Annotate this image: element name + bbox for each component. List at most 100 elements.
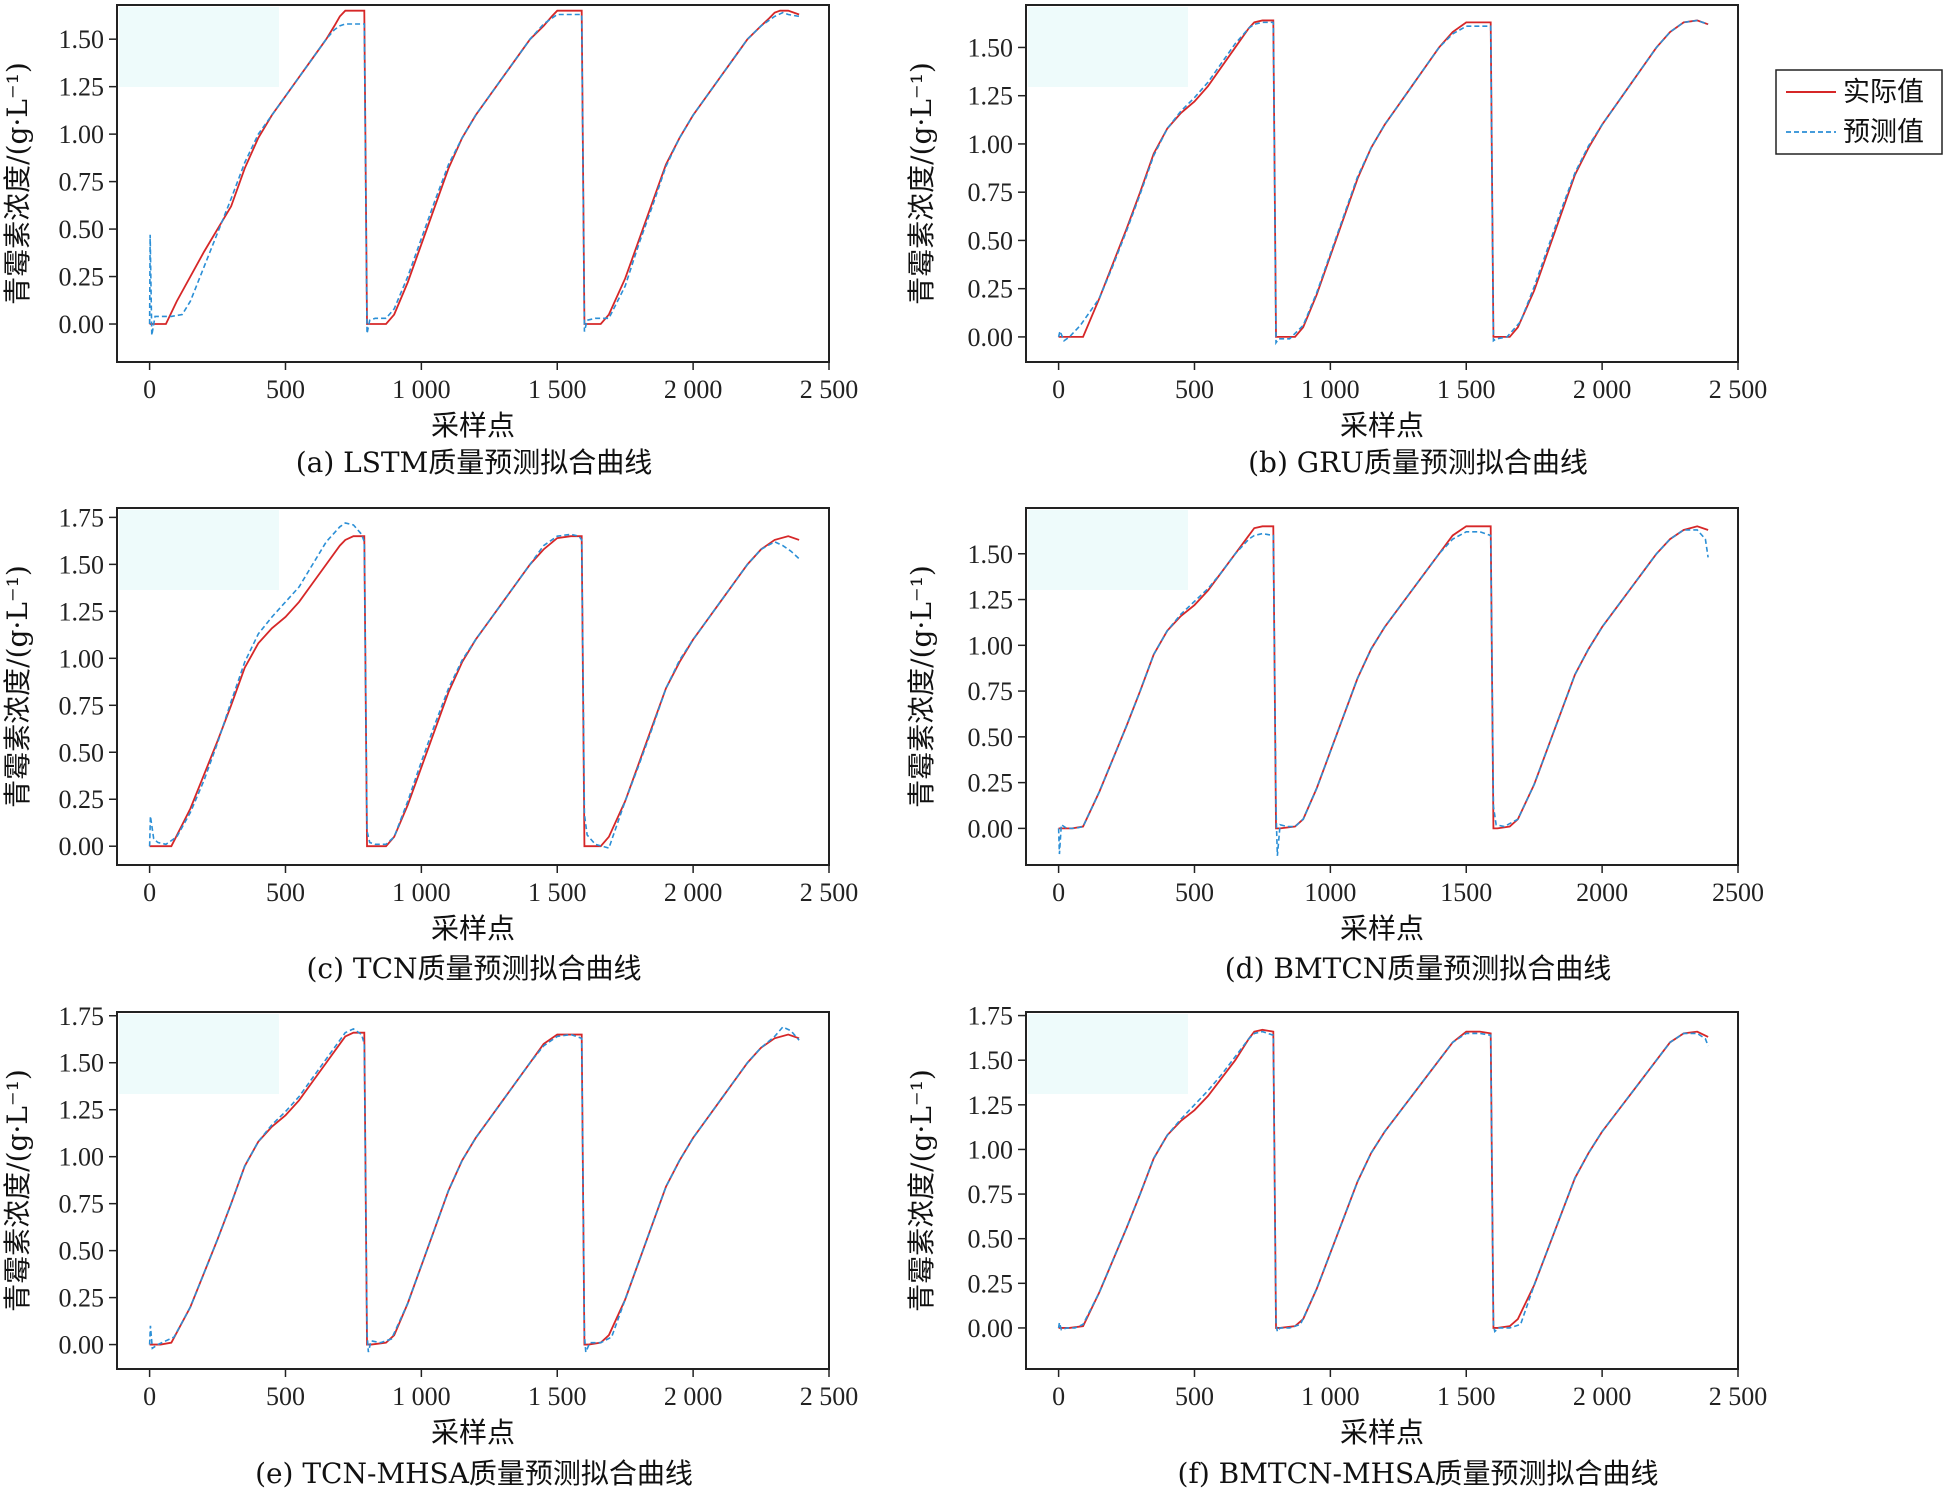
legend-ghost-patch — [1028, 7, 1188, 87]
legend-ghost-patch — [1028, 1014, 1188, 1094]
x-tick-label: 1 000 — [392, 375, 451, 404]
panel-a: 0 500 1 000 1 500 2 000 2 500 0.00 0.25 0.50 0.75… — [1, 4, 859, 479]
y-tick-label: 0.50 — [59, 215, 105, 244]
panel-f: 0 500 1 000 1 500 2 000 2 500 0.00 0.25 0.50 0.75… — [905, 1002, 1767, 1490]
y-tick-label: 1.00 — [968, 1135, 1014, 1164]
y-tick-label: 0.50 — [59, 1237, 105, 1266]
y-tick-label: 0.25 — [968, 1269, 1014, 1298]
x-tick-label: 1500 — [1440, 878, 1492, 907]
y-tick-label: 0.00 — [59, 832, 105, 861]
y-tick-label: 1.50 — [59, 1049, 105, 1078]
x-tick-label: 2 500 — [800, 878, 859, 907]
x-tick-label: 1 000 — [1301, 1382, 1360, 1411]
y-tick-label: 0.00 — [59, 310, 105, 339]
y-tick-label: 0.00 — [968, 814, 1014, 843]
x-axis-label: 采样点 — [431, 912, 515, 945]
predicted-series-line — [1057, 1030, 1709, 1334]
plot-frame — [116, 507, 830, 866]
x-tick-label: 2 500 — [1709, 375, 1768, 404]
y-axis-label: 青霉素浓度/(g·L⁻¹) — [905, 1069, 938, 1312]
predicted-series-line — [148, 1026, 800, 1353]
legend-actual-label: 实际值 — [1843, 77, 1924, 108]
y-tick-label: 0.25 — [59, 785, 105, 814]
x-tick-label: 1 500 — [528, 375, 587, 404]
panel-caption: (c) TCN质量预测拟合曲线 — [306, 952, 641, 985]
x-tick-label: 500 — [266, 878, 305, 907]
panel-caption: (d) BMTCN质量预测拟合曲线 — [1225, 952, 1612, 985]
y-tick-label: 1.75 — [59, 503, 105, 532]
y-tick-label: 1.50 — [59, 550, 105, 579]
y-tick-label: 0.75 — [968, 677, 1014, 706]
x-tick-label: 2 500 — [1709, 1382, 1768, 1411]
y-tick-label: 0.25 — [59, 263, 105, 292]
x-tick-label: 2500 — [1712, 878, 1764, 907]
plot-frame — [1025, 507, 1739, 866]
x-axis-label: 采样点 — [431, 1416, 515, 1449]
legend-ghost-patch — [1028, 510, 1188, 590]
panel-e: 0 500 1 000 1 500 2 000 2 500 0.00 0.25 0.50 0.75… — [1, 1002, 858, 1490]
x-axis-label: 采样点 — [1340, 912, 1424, 945]
y-tick-label: 1.00 — [968, 130, 1014, 159]
y-tick-label: 1.25 — [968, 586, 1014, 615]
y-axis-label: 青霉素浓度/(g·L⁻¹) — [905, 565, 938, 808]
y-axis-label: 青霉素浓度/(g·L⁻¹) — [1, 62, 34, 305]
legend-ghost-patch — [119, 1014, 279, 1094]
y-tick-label: 0.00 — [968, 1314, 1014, 1343]
x-tick-label: 2 000 — [1573, 1382, 1632, 1411]
y-tick-label: 1.25 — [59, 1096, 105, 1125]
y-tick-label: 1.50 — [968, 1046, 1014, 1075]
x-tick-label: 2 000 — [664, 1382, 723, 1411]
legend-box — [1775, 69, 1943, 155]
x-tick-label: 500 — [1175, 878, 1214, 907]
legend-ghost-patch — [119, 510, 279, 590]
y-tick-label: 1.75 — [968, 1002, 1014, 1031]
x-tick-label: 0 — [1052, 1382, 1065, 1411]
predicted-series-line — [1057, 529, 1709, 856]
y-tick-label: 0.50 — [59, 738, 105, 767]
panel-caption: (f) BMTCN-MHSA质量预测拟合曲线 — [1178, 1457, 1659, 1490]
x-tick-label: 2 000 — [1573, 375, 1632, 404]
predicted-series-line — [148, 11, 800, 336]
y-tick-label: 0.75 — [968, 1180, 1014, 1209]
plot-frame — [116, 1011, 830, 1370]
x-tick-label: 1 500 — [528, 878, 587, 907]
y-tick-label: 1.25 — [59, 597, 105, 626]
panel-c: 0 500 1 000 1 500 2 000 2 500 0.00 0.25 0.50 0.75… — [1, 503, 858, 985]
y-tick-label: 1.50 — [968, 33, 1014, 62]
y-axis-label: 青霉素浓度/(g·L⁻¹) — [905, 62, 938, 305]
x-tick-label: 1 000 — [1301, 375, 1360, 404]
y-tick-label: 1.50 — [968, 540, 1014, 569]
x-tick-label: 1 000 — [392, 878, 451, 907]
x-axis-label: 采样点 — [1340, 1416, 1424, 1449]
panel-d: 0 500 1000 1500 2000 2500 0.00 0.25 0.50 0.75 1.00… — [905, 507, 1764, 985]
x-tick-label: 1 500 — [1437, 375, 1496, 404]
y-tick-label: 0.25 — [968, 769, 1014, 798]
y-tick-label: 0.50 — [968, 1225, 1014, 1254]
y-tick-label: 1.00 — [59, 120, 105, 149]
y-tick-label: 0.75 — [59, 691, 105, 720]
x-tick-label: 0 — [143, 878, 156, 907]
x-tick-label: 500 — [266, 1382, 305, 1411]
x-tick-label: 0 — [1052, 878, 1065, 907]
plot-frame — [1025, 1011, 1739, 1370]
x-tick-label: 1 500 — [1437, 1382, 1496, 1411]
y-tick-label: 0.75 — [59, 1190, 105, 1219]
x-tick-label: 500 — [1175, 1382, 1214, 1411]
plot-frame — [1025, 4, 1739, 363]
y-tick-label: 1.25 — [968, 82, 1014, 111]
y-tick-label: 1.00 — [59, 644, 105, 673]
x-axis-label: 采样点 — [1340, 409, 1424, 442]
legend-predicted-label: 预测值 — [1843, 117, 1924, 148]
y-tick-label: 0.50 — [968, 226, 1014, 255]
panel-caption: (a) LSTM质量预测拟合曲线 — [296, 446, 653, 479]
x-tick-label: 0 — [1052, 375, 1065, 404]
x-tick-label: 2 500 — [800, 375, 859, 404]
y-tick-label: 0.25 — [968, 275, 1014, 304]
y-tick-label: 0.25 — [59, 1284, 105, 1313]
x-tick-label: 2000 — [1576, 878, 1628, 907]
x-tick-label: 0 — [143, 1382, 156, 1411]
panel-b: 0 500 1 000 1 500 2 000 2 500 0.00 0.25 0.50 0.75… — [905, 4, 1768, 479]
predicted-series-line — [148, 522, 800, 850]
